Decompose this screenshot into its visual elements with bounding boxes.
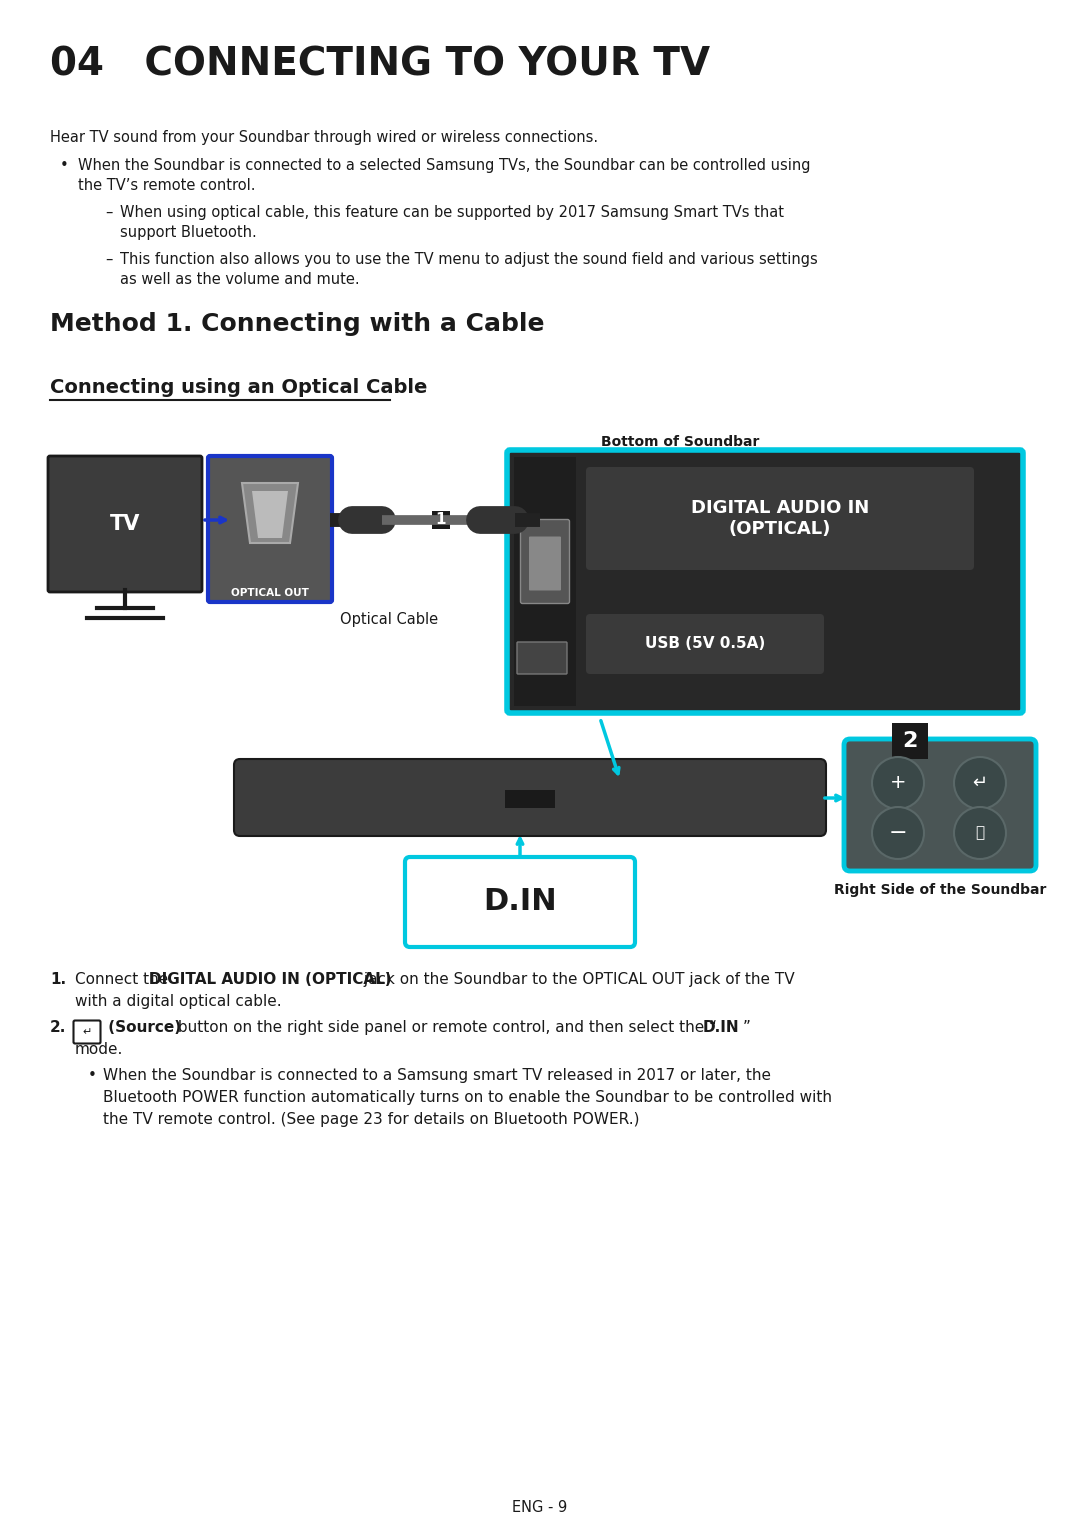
Text: button on the right side panel or remote control, and then select the “: button on the right side panel or remote… xyxy=(173,1020,717,1036)
Text: This function also allows you to use the TV menu to adjust the sound field and v: This function also allows you to use the… xyxy=(120,251,818,267)
Text: jack on the Soundbar to the OPTICAL OUT jack of the TV: jack on the Soundbar to the OPTICAL OUT … xyxy=(359,971,795,987)
Text: TV: TV xyxy=(110,515,140,535)
Text: mode.: mode. xyxy=(75,1042,123,1057)
Text: ⏻: ⏻ xyxy=(975,826,985,841)
Text: Method 1. Connecting with a Cable: Method 1. Connecting with a Cable xyxy=(50,313,544,336)
FancyBboxPatch shape xyxy=(517,642,567,674)
FancyBboxPatch shape xyxy=(48,457,202,591)
Text: –: – xyxy=(105,205,112,221)
Text: support Bluetooth.: support Bluetooth. xyxy=(120,225,257,241)
Bar xyxy=(505,791,555,807)
Text: DIGITAL AUDIO IN
(OPTICAL): DIGITAL AUDIO IN (OPTICAL) xyxy=(691,499,869,538)
Text: +: + xyxy=(890,774,906,792)
Circle shape xyxy=(954,807,1005,859)
Text: 1: 1 xyxy=(435,513,446,527)
Text: Connect the: Connect the xyxy=(75,971,173,987)
FancyBboxPatch shape xyxy=(586,614,824,674)
Text: USB (5V 0.5A): USB (5V 0.5A) xyxy=(645,636,765,651)
FancyBboxPatch shape xyxy=(405,856,635,947)
FancyBboxPatch shape xyxy=(529,536,561,590)
Text: the TV remote control. (See page 23 for details on Bluetooth POWER.): the TV remote control. (See page 23 for … xyxy=(103,1112,639,1128)
Text: −: − xyxy=(889,823,907,843)
Polygon shape xyxy=(242,483,298,542)
Text: ↵: ↵ xyxy=(82,1026,92,1037)
Text: Bottom of Soundbar: Bottom of Soundbar xyxy=(600,435,759,449)
Text: –: – xyxy=(105,251,112,267)
Text: with a digital optical cable.: with a digital optical cable. xyxy=(75,994,282,1010)
Text: as well as the volume and mute.: as well as the volume and mute. xyxy=(120,273,360,286)
Text: D.IN: D.IN xyxy=(483,887,557,916)
Text: Connecting using an Optical Cable: Connecting using an Optical Cable xyxy=(50,378,428,397)
FancyBboxPatch shape xyxy=(208,457,332,602)
Text: ENG - 9: ENG - 9 xyxy=(512,1500,568,1515)
Text: the TV’s remote control.: the TV’s remote control. xyxy=(78,178,256,193)
Text: When the Soundbar is connected to a selected Samsung TVs, the Soundbar can be co: When the Soundbar is connected to a sele… xyxy=(78,158,810,173)
Text: Optical Cable: Optical Cable xyxy=(340,611,438,627)
Text: •: • xyxy=(87,1068,97,1083)
Text: D.IN: D.IN xyxy=(703,1020,740,1036)
Text: ↵: ↵ xyxy=(972,774,987,792)
FancyBboxPatch shape xyxy=(843,738,1036,872)
Bar xyxy=(514,457,576,706)
Text: Hear TV sound from your Soundbar through wired or wireless connections.: Hear TV sound from your Soundbar through… xyxy=(50,130,598,146)
Text: ”: ” xyxy=(743,1020,751,1036)
Circle shape xyxy=(872,807,924,859)
Text: •: • xyxy=(60,158,69,173)
Text: (Source): (Source) xyxy=(103,1020,181,1036)
Bar xyxy=(432,512,450,529)
Bar xyxy=(892,723,928,758)
FancyBboxPatch shape xyxy=(234,758,826,836)
FancyBboxPatch shape xyxy=(521,519,569,604)
Text: When using optical cable, this feature can be supported by 2017 Samsung Smart TV: When using optical cable, this feature c… xyxy=(120,205,784,221)
FancyBboxPatch shape xyxy=(586,467,974,570)
FancyBboxPatch shape xyxy=(507,450,1023,712)
Text: DIGITAL AUDIO IN (OPTICAL): DIGITAL AUDIO IN (OPTICAL) xyxy=(149,971,392,987)
Text: Bluetooth POWER function automatically turns on to enable the Soundbar to be con: Bluetooth POWER function automatically t… xyxy=(103,1089,832,1105)
Text: When the Soundbar is connected to a Samsung smart TV released in 2017 or later, : When the Soundbar is connected to a Sams… xyxy=(103,1068,771,1083)
Circle shape xyxy=(872,757,924,809)
Text: 2: 2 xyxy=(902,731,918,751)
Text: OPTICAL OUT: OPTICAL OUT xyxy=(231,588,309,597)
Polygon shape xyxy=(252,490,288,538)
Circle shape xyxy=(954,757,1005,809)
Text: 2.: 2. xyxy=(50,1020,66,1036)
Text: Right Side of the Soundbar: Right Side of the Soundbar xyxy=(834,882,1047,898)
Text: 04   CONNECTING TO YOUR TV: 04 CONNECTING TO YOUR TV xyxy=(50,44,711,83)
Text: 1.: 1. xyxy=(50,971,66,987)
